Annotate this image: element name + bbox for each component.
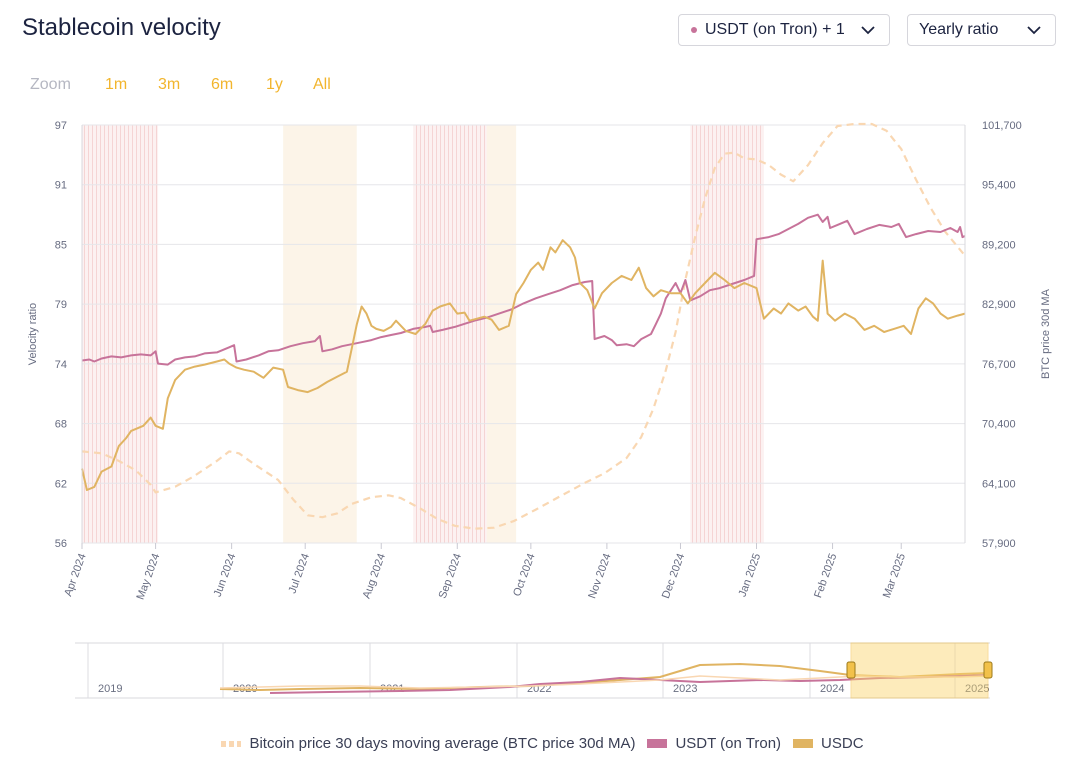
y2-tick-label: 89,200 — [982, 239, 1016, 251]
ratio-select-label: Yearly ratio — [919, 21, 999, 38]
zoom-all-button[interactable]: All — [313, 76, 331, 93]
y-tick-label: 62 — [55, 478, 67, 490]
legend-swatch-btc — [221, 740, 242, 747]
zoom-3m-button[interactable]: 3m — [158, 76, 181, 93]
zoom-1y-button[interactable]: 1y — [266, 76, 283, 93]
shaded-period — [82, 125, 159, 543]
series-line-usdc — [81, 239, 966, 491]
y2-tick-label: 101,700 — [982, 120, 1022, 132]
navigator-handle-right — [983, 661, 993, 679]
y-tick-label: 91 — [55, 180, 67, 192]
navigator-window — [850, 642, 989, 699]
navigator-trace-usdt — [269, 674, 989, 694]
zoom-label: Zoom — [30, 76, 71, 93]
legend-label-usdc: USDC — [821, 735, 864, 752]
legend-swatch-usdt — [647, 739, 668, 748]
y-tick-label: 74 — [55, 359, 67, 371]
y2-tick-label: 76,700 — [982, 359, 1016, 371]
zoom-6m-button[interactable]: 6m — [211, 76, 234, 93]
navigator-year-label: 2024 — [820, 683, 844, 695]
legend-label-usdt: USDT (on Tron) — [675, 735, 782, 752]
y-axis-label: Velocity ratio — [27, 303, 39, 365]
x-tick-label: Feb 2025 — [812, 552, 839, 600]
y2-axis-label: BTC price 30d MA — [1040, 288, 1052, 379]
x-tick-label: Mar 2025 — [881, 552, 908, 600]
shaded-period — [690, 125, 764, 543]
series-line-usdt — [81, 213, 966, 366]
y2-tick-label: 70,400 — [982, 419, 1016, 431]
chevron-down-icon — [861, 26, 875, 35]
navigator-year-label: 2025 — [965, 683, 989, 695]
asset-select-label: USDT (on Tron) + 1 — [705, 21, 845, 38]
legend-item-usdt[interactable]: USDT (on Tron) — [647, 735, 781, 752]
series-color-dot — [691, 27, 697, 33]
ratio-select[interactable]: Yearly ratio — [907, 14, 1056, 46]
shaded-period — [413, 125, 487, 543]
y-tick-label: 85 — [55, 239, 67, 251]
navigator-year-label: 2019 — [98, 683, 122, 695]
x-tick-label: Jun 2024 — [212, 552, 239, 599]
range-navigator[interactable]: 2019 2020 2021 2022 2023 2024 2025 — [0, 640, 1085, 700]
chart-legend: Bitcoin price 30 days moving average (BT… — [0, 735, 1085, 752]
x-tick-label: Dec 2024 — [660, 552, 687, 600]
y2-tick-label: 57,900 — [982, 538, 1016, 550]
legend-item-usdc[interactable]: USDC — [793, 735, 864, 752]
legend-label-btc: Bitcoin price 30 days moving average (BT… — [249, 735, 636, 752]
navigator-year-label: 2023 — [673, 683, 697, 695]
series-line-btc — [81, 122, 966, 530]
legend-swatch-usdc — [793, 739, 814, 748]
velocity-chart: 97 101,700 91 95,400 85 89,200 79 82,900 74 76,70… — [27, 120, 1052, 602]
x-tick-label: May 2024 — [135, 552, 163, 602]
asset-select[interactable]: USDT (on Tron) + 1 — [678, 14, 890, 46]
y-tick-label: 68 — [55, 419, 67, 431]
x-tick-label: Oct 2024 — [511, 552, 538, 598]
x-tick-label: Apr 2024 — [62, 552, 89, 598]
x-tick-label: Sep 2024 — [437, 552, 464, 600]
y2-tick-label: 82,900 — [982, 299, 1016, 311]
y-tick-label: 97 — [55, 120, 67, 132]
y2-tick-label: 95,400 — [982, 180, 1016, 192]
x-tick-label: Aug 2024 — [361, 552, 388, 600]
y2-tick-label: 64,100 — [982, 478, 1016, 490]
x-tick-label: Nov 2024 — [586, 552, 613, 600]
x-tick-label: Jan 2025 — [737, 552, 764, 599]
zoom-1m-button[interactable]: 1m — [105, 76, 128, 93]
zoom-bar: Zoom — [30, 76, 93, 94]
x-tick-label: Jul 2024 — [287, 552, 313, 595]
legend-item-btc[interactable]: Bitcoin price 30 days moving average (BT… — [221, 735, 635, 752]
shaded-period — [283, 125, 357, 543]
y-tick-label: 79 — [55, 299, 67, 311]
shaded-period — [486, 125, 517, 543]
chevron-down-icon — [1027, 26, 1041, 35]
navigator-trace-btc — [219, 675, 989, 689]
page-title: Stablecoin velocity — [22, 14, 221, 41]
navigator-handle-left — [846, 661, 856, 679]
y-tick-label: 56 — [55, 538, 67, 550]
